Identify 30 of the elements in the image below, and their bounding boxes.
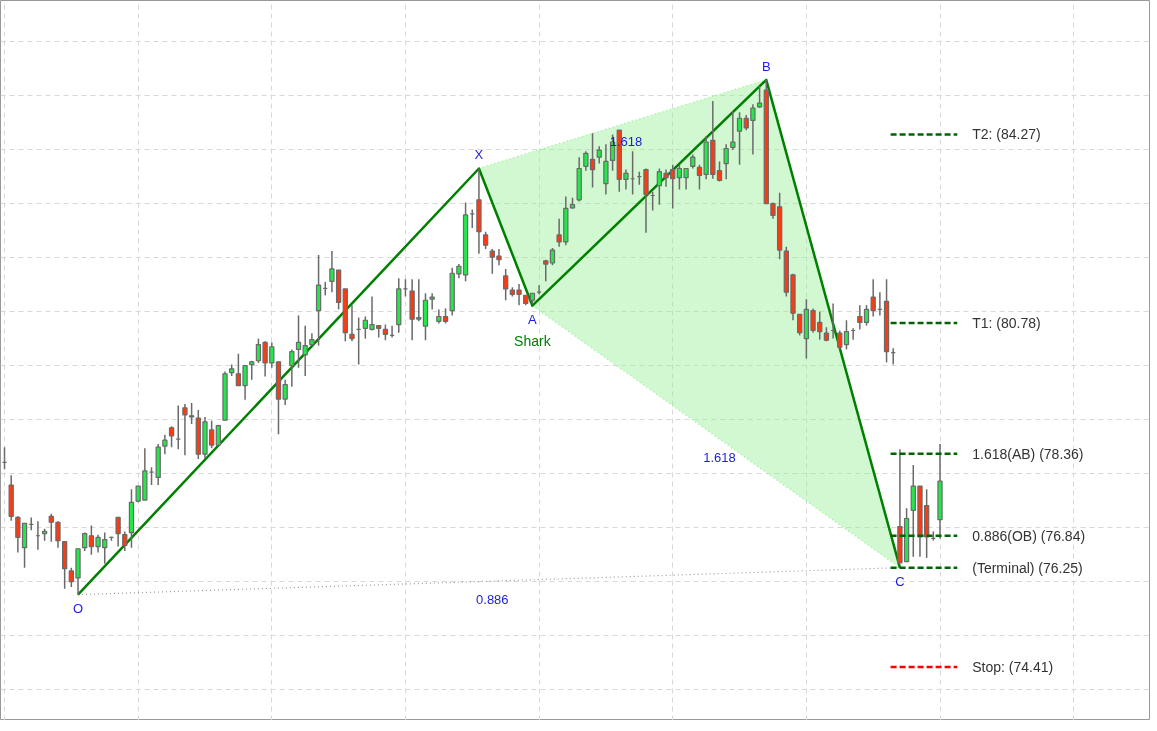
series-label: 1.618 (703, 450, 736, 466)
candlestick (730, 110, 736, 151)
ref-line-label: T2: (84.27) (972, 126, 1041, 143)
candlestick (182, 403, 188, 457)
data-label: O (72, 600, 84, 616)
data-label: X (474, 147, 484, 163)
series-label: 0.886 (476, 592, 509, 608)
candlestick (429, 292, 435, 311)
candlestick (188, 402, 195, 425)
ref-line-label: 1.618(AB) (78.36) (972, 445, 1084, 462)
data-label: A (528, 311, 538, 327)
candlestick (736, 111, 743, 166)
data-label: B (761, 58, 771, 74)
text: Shark (514, 332, 552, 349)
ref-line-label: 0.886(OB) (76.84) (972, 527, 1086, 544)
candlestick (289, 348, 295, 388)
candlestick (349, 304, 355, 343)
candlestick (797, 313, 803, 337)
candlestick (162, 434, 168, 455)
candlestick (756, 85, 763, 109)
candlestick (168, 425, 175, 448)
candlestick (115, 516, 121, 548)
candlestick (122, 530, 128, 552)
candlestick (503, 268, 509, 302)
data-label: C (895, 573, 905, 589)
ref-line-label: T1: (80.78) (972, 314, 1041, 331)
candlestick (723, 143, 729, 181)
ref-line-label: Stop: (74.41) (972, 659, 1054, 676)
ref-line-label: (Terminal) (76.25) (972, 559, 1083, 576)
candlestick (603, 143, 609, 196)
